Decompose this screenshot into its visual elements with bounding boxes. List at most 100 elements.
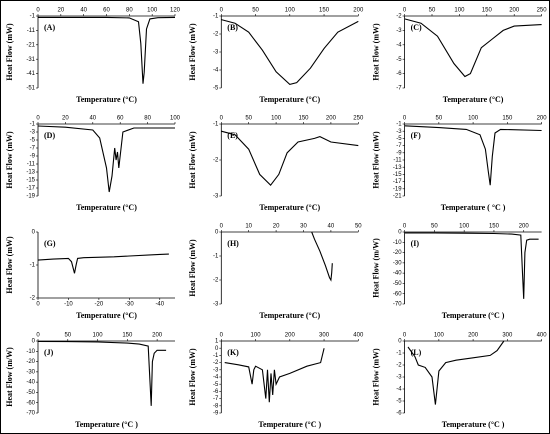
y-tick-label: -5 bbox=[396, 57, 402, 63]
y-tick-label: -2 bbox=[396, 363, 402, 369]
y-tick-label: -6 bbox=[396, 411, 402, 417]
x-tick-label: 400 bbox=[353, 333, 364, 339]
x-tick-label: 0 bbox=[220, 8, 224, 14]
x-axis-label: Temperature (°C) bbox=[76, 311, 137, 320]
panel-label: (H) bbox=[227, 239, 239, 248]
y-tick-label: 0 bbox=[398, 339, 402, 345]
y-axis-label: Heat Flow (mW) bbox=[5, 23, 14, 81]
x-tick-label: 200 bbox=[519, 224, 530, 230]
y-tick-label: -30 bbox=[26, 369, 35, 375]
y-tick-label: -11 bbox=[27, 162, 36, 168]
x-tick-label: 50 bbox=[252, 8, 259, 14]
x-tick-label: 150 bbox=[482, 8, 493, 14]
y-tick-label: 0 bbox=[215, 230, 219, 236]
y-tick-label: -40 bbox=[393, 271, 402, 277]
y-tick-label: -1 bbox=[213, 353, 219, 359]
y-tick-label: -20 bbox=[393, 250, 402, 256]
y-tick-label: -19 bbox=[26, 194, 35, 200]
y-tick-label: -2 bbox=[213, 360, 219, 366]
y-tick-label: -1 bbox=[396, 122, 402, 128]
y-axis-label: Heat Flow (mW) bbox=[371, 348, 380, 406]
y-tick-label: -51 bbox=[26, 86, 35, 92]
y-tick-label: -15 bbox=[26, 178, 35, 184]
x-tick-label: 0 bbox=[403, 116, 407, 122]
x-tick-label: 100 bbox=[454, 8, 465, 14]
y-tick-label: -9 bbox=[396, 150, 402, 156]
x-tick-label: 0 bbox=[36, 302, 40, 308]
x-tick-label: -10 bbox=[64, 302, 73, 308]
heat-flow-curve bbox=[37, 253, 169, 274]
x-tick-label: 0 bbox=[220, 224, 224, 230]
heat-flow-curve bbox=[224, 348, 325, 403]
x-axis-label: Temperature (°C) bbox=[259, 203, 320, 212]
y-axis-label: Heat Flow (mW) bbox=[371, 23, 380, 81]
y-tick-label: -70 bbox=[26, 411, 35, 417]
panel-label: (D) bbox=[44, 131, 55, 140]
x-tick-label: 200 bbox=[509, 8, 520, 14]
heat-flow-curve bbox=[404, 125, 542, 186]
y-axis-label: Heat Flow (mW) bbox=[188, 131, 197, 189]
heat-flow-curve bbox=[37, 125, 175, 193]
x-tick-label: 150 bbox=[298, 116, 309, 122]
x-tick-label: 50 bbox=[64, 333, 71, 339]
x-tick-label: 0 bbox=[36, 116, 40, 122]
x-tick-label: 0 bbox=[403, 333, 407, 339]
y-tick-label: -3 bbox=[213, 50, 219, 56]
x-tick-label: 100 bbox=[147, 8, 158, 14]
x-tick-label: 300 bbox=[502, 333, 513, 339]
panel-label: (A) bbox=[44, 23, 55, 32]
y-tick-label: -41 bbox=[26, 71, 35, 77]
y-tick-label: -2 bbox=[213, 32, 219, 38]
x-tick-label: 80 bbox=[126, 8, 133, 14]
y-tick-label: -1 bbox=[396, 351, 402, 357]
y-tick-label: 1 bbox=[215, 339, 219, 345]
y-axis-label: Heat Flow (mW) bbox=[188, 348, 197, 406]
x-tick-label: 200 bbox=[468, 333, 479, 339]
y-tick-label: -31 bbox=[26, 57, 35, 63]
y-axis-label: Heat Flow (mW) bbox=[5, 236, 14, 294]
y-tick-label: -3 bbox=[396, 375, 402, 381]
y-tick-label: -5 bbox=[213, 86, 219, 92]
x-tick-label: 100 bbox=[468, 116, 479, 122]
x-tick-label: 300 bbox=[319, 333, 330, 339]
y-tick-label: -1 bbox=[30, 263, 36, 269]
y-tick-label: -10 bbox=[393, 240, 402, 246]
y-tick-label: -7 bbox=[396, 143, 402, 149]
x-tick-label: 150 bbox=[122, 333, 133, 339]
x-tick-label: 150 bbox=[489, 224, 500, 230]
x-tick-label: 50 bbox=[245, 116, 252, 122]
panel-label: (I) bbox=[411, 239, 420, 248]
y-tick-label: -2 bbox=[213, 278, 219, 284]
x-tick-label: 400 bbox=[537, 333, 548, 339]
heat-flow-curve bbox=[404, 18, 542, 78]
x-tick-label: 30 bbox=[300, 224, 307, 230]
x-tick-label: 0 bbox=[36, 333, 40, 339]
x-tick-label: 200 bbox=[537, 116, 548, 122]
y-tick-label: -8 bbox=[213, 403, 219, 409]
y-tick-label: -9 bbox=[213, 411, 219, 417]
y-tick-label: -4 bbox=[213, 68, 219, 74]
y-tick-label: -21 bbox=[393, 194, 402, 200]
y-tick-label: -9 bbox=[30, 154, 36, 160]
y-tick-label: -50 bbox=[26, 390, 35, 396]
x-tick-label: 60 bbox=[103, 8, 110, 14]
x-tick-label: 50 bbox=[429, 8, 436, 14]
x-tick-label: 0 bbox=[220, 116, 224, 122]
y-tick-label: -5 bbox=[30, 138, 36, 144]
x-axis-label: Temperature (°C ) bbox=[442, 420, 505, 429]
y-axis-label: Heat Flow (mW) bbox=[5, 131, 14, 189]
x-tick-label: 0 bbox=[403, 224, 407, 230]
x-tick-label: 0 bbox=[220, 333, 224, 339]
y-tick-label: -3 bbox=[213, 367, 219, 373]
y-tick-label: -2 bbox=[396, 14, 402, 20]
panel-label: (E) bbox=[227, 131, 238, 140]
x-tick-label: 50 bbox=[355, 224, 362, 230]
x-tick-label: 0 bbox=[403, 8, 407, 14]
x-axis-label: Temperature (°C) bbox=[443, 95, 504, 104]
x-tick-label: 100 bbox=[434, 333, 445, 339]
y-tick-label: 0 bbox=[32, 230, 36, 236]
y-tick-label: -21 bbox=[26, 42, 35, 48]
x-tick-label: 80 bbox=[144, 116, 151, 122]
y-tick-label: -70 bbox=[393, 302, 402, 308]
